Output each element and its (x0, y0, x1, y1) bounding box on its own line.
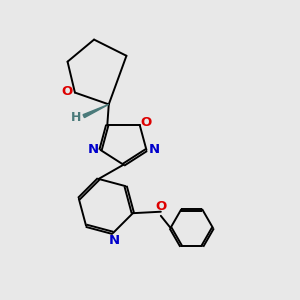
Text: O: O (140, 116, 152, 129)
Text: N: N (88, 143, 99, 157)
Text: O: O (155, 200, 166, 213)
Text: O: O (61, 85, 72, 98)
Text: N: N (148, 143, 159, 157)
Polygon shape (83, 104, 109, 118)
Text: N: N (109, 233, 120, 247)
Text: H: H (71, 111, 82, 124)
